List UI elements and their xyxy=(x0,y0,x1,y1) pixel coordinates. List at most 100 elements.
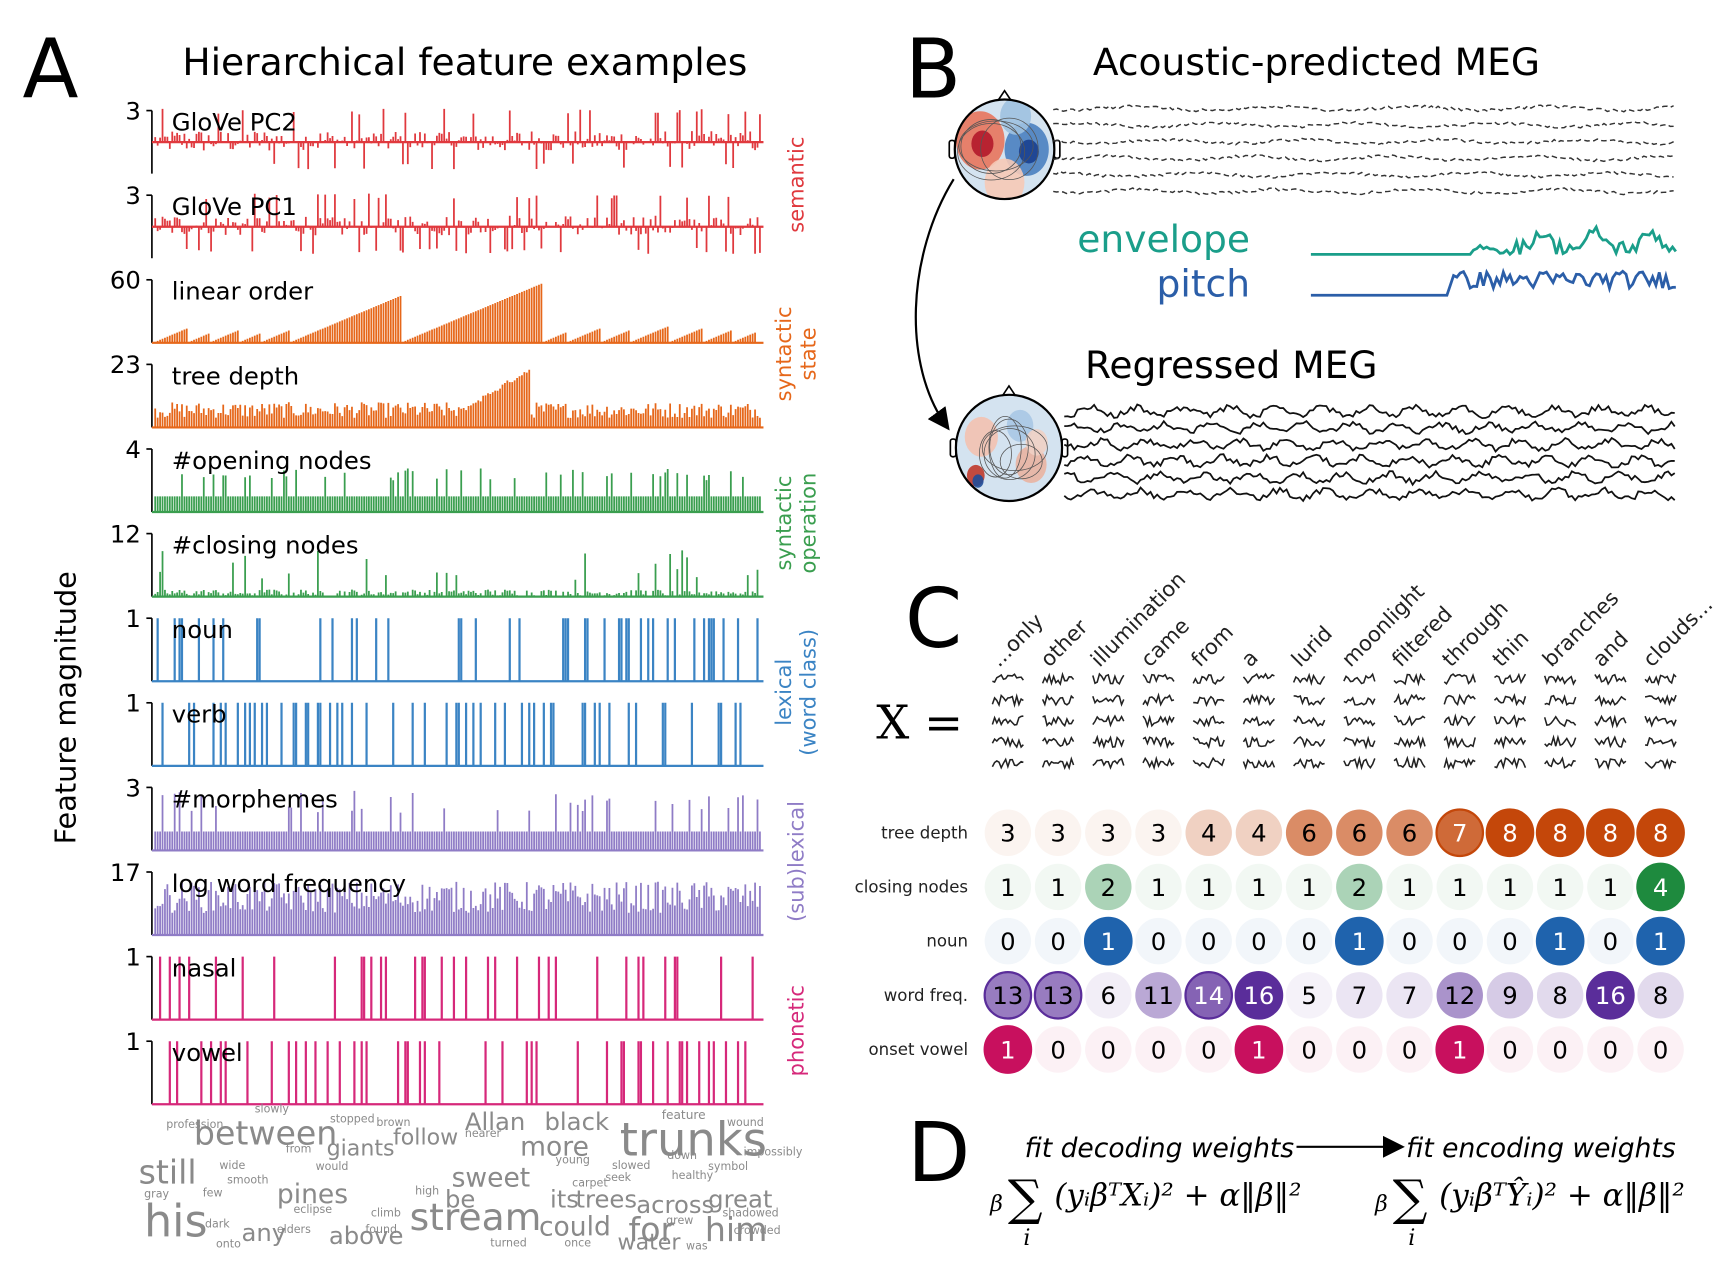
mini-wave xyxy=(1092,757,1125,770)
contour xyxy=(960,119,1022,174)
mini-wave xyxy=(1494,757,1527,770)
word-label: and xyxy=(1587,626,1633,672)
cloud-word: high xyxy=(415,1184,439,1197)
value-label: 7 xyxy=(1402,981,1417,1010)
value-label: 1 xyxy=(1000,1035,1015,1064)
value-label: 0 xyxy=(1603,927,1618,956)
cloud-word: across xyxy=(636,1190,714,1219)
value-label: 0 xyxy=(1000,927,1015,956)
value-circle xyxy=(1185,809,1232,856)
nose xyxy=(1001,384,1017,397)
value-circle xyxy=(1636,862,1685,912)
value-circle xyxy=(1435,808,1485,858)
value-circle xyxy=(1586,970,1635,1020)
value-circle xyxy=(1386,917,1433,965)
bars xyxy=(161,702,742,766)
value-circle xyxy=(1234,1025,1284,1074)
value-label: 1 xyxy=(1101,927,1116,956)
panel-letter: D xyxy=(907,1106,970,1201)
value-label: 9 xyxy=(1502,981,1517,1010)
value-label: 1 xyxy=(1251,1035,1266,1064)
panel-title: Acoustic-predicted MEG xyxy=(1093,40,1540,84)
mini-wave xyxy=(1493,735,1527,750)
mini-wave xyxy=(991,736,1024,749)
mini-wave xyxy=(1192,756,1225,769)
group-label: semantic xyxy=(783,137,808,233)
group-label: operation xyxy=(795,473,820,574)
value-label: 1 xyxy=(1502,873,1517,902)
value-circle xyxy=(983,1025,1033,1074)
value-label: 6 xyxy=(1301,819,1316,848)
value-circle xyxy=(1034,1026,1082,1073)
cloud-word: gray xyxy=(144,1188,169,1201)
mini-wave xyxy=(1594,714,1627,729)
value-label: 0 xyxy=(1352,1035,1367,1064)
cloud-word: crowded xyxy=(734,1224,781,1237)
mini-wave xyxy=(1543,674,1577,686)
group-label: phonetic xyxy=(783,985,808,1076)
value-label: 1 xyxy=(1452,1035,1467,1064)
group-label: syntactic xyxy=(771,306,796,401)
formula-index: i xyxy=(1408,1225,1415,1251)
feature-name: noun xyxy=(172,615,233,644)
value-label: 0 xyxy=(1251,927,1266,956)
cloud-word: above xyxy=(329,1221,404,1250)
value-label: 0 xyxy=(1301,1035,1316,1064)
acoustic-trace xyxy=(1310,223,1677,258)
cloud-word: follow xyxy=(393,1125,458,1151)
feature-trace: 12 #closing nodes xyxy=(110,519,764,598)
feature-name: #closing nodes xyxy=(172,531,359,560)
value-label: 6 xyxy=(1352,819,1367,848)
cloud-word: could xyxy=(539,1211,611,1242)
group-label: state xyxy=(795,327,820,380)
value-label: 0 xyxy=(1201,927,1216,956)
mini-wave xyxy=(1041,671,1075,687)
ear xyxy=(1053,139,1061,159)
value-circle xyxy=(1386,1026,1433,1073)
value-label: 1 xyxy=(1552,927,1567,956)
mini-wave xyxy=(1393,755,1426,769)
cloud-word: water xyxy=(617,1230,681,1256)
ear xyxy=(1061,438,1069,458)
value-circle xyxy=(1485,808,1535,858)
mini-wave xyxy=(1494,672,1527,685)
value-label: 0 xyxy=(1502,1035,1517,1064)
value-circle xyxy=(1637,972,1684,1019)
mini-wave xyxy=(1192,715,1225,728)
value-label: 6 xyxy=(1402,819,1417,848)
value-label: 8 xyxy=(1502,819,1517,848)
cloud-word: between xyxy=(194,1114,337,1153)
value-circle xyxy=(984,917,1032,965)
value-circle xyxy=(1336,863,1383,911)
axis-max-label: 4 xyxy=(125,435,140,464)
value-label: 13 xyxy=(1043,981,1074,1010)
axis-max-label: 3 xyxy=(125,181,140,210)
value-label: 0 xyxy=(1201,1035,1216,1064)
mini-wave xyxy=(1644,758,1677,770)
cloud-word: nearer xyxy=(465,1127,502,1140)
word-label: thin xyxy=(1487,625,1533,671)
cloud-word: stream xyxy=(410,1195,542,1239)
cloud-word: black xyxy=(545,1107,610,1136)
value-label: 1 xyxy=(1452,873,1467,902)
value-circle xyxy=(1486,1026,1534,1073)
value-circle xyxy=(1435,1025,1485,1074)
word-label: lurid xyxy=(1286,621,1337,672)
value-circle xyxy=(1536,972,1584,1019)
row-label: onset vowel xyxy=(868,1040,968,1059)
value-circle xyxy=(1085,1026,1132,1073)
cloud-word: for xyxy=(629,1210,675,1249)
axis-max-label: 3 xyxy=(125,773,140,802)
cloud-word: giants xyxy=(327,1136,395,1162)
value-label: 0 xyxy=(1151,927,1166,956)
value-circle xyxy=(1285,972,1333,1019)
value-circle xyxy=(1536,1026,1584,1073)
mini-wave xyxy=(1594,757,1627,771)
contour xyxy=(988,415,1022,479)
cloud-word: sweet xyxy=(452,1163,531,1194)
mini-wave xyxy=(1041,693,1075,707)
mini-wave xyxy=(991,715,1024,727)
panel-title: Hierarchical feature examples xyxy=(182,40,747,84)
value-circle xyxy=(1536,863,1584,911)
value-label: 0 xyxy=(1603,1035,1618,1064)
